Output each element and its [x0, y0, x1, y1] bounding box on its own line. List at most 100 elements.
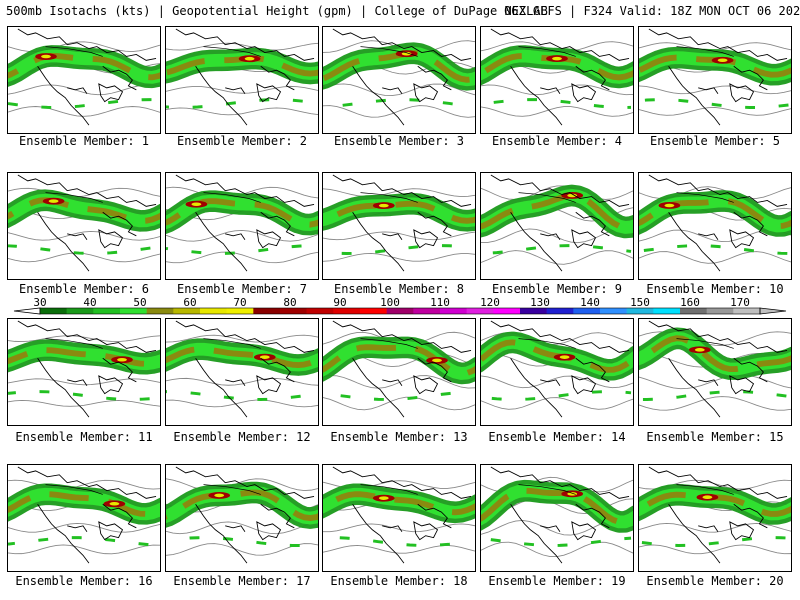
- ensemble-member-label: Ensemble Member: 17: [173, 574, 311, 588]
- coastline: [490, 28, 630, 61]
- coastline: [510, 358, 563, 418]
- coastline: [490, 320, 630, 353]
- ensemble-map-panel: [165, 464, 319, 572]
- ensemble-map-panel: [480, 464, 634, 572]
- jet-max-core: [694, 348, 705, 352]
- subtropical-band: [481, 390, 632, 401]
- jet-max-core: [378, 203, 389, 208]
- jet-max-core: [432, 358, 442, 363]
- coastline: [102, 65, 137, 91]
- coastline: [37, 358, 90, 418]
- ensemble-map-panel: [638, 26, 792, 134]
- colorbar-tick-label: 130: [530, 296, 550, 309]
- subtropical-band: [323, 536, 474, 547]
- coastline: [571, 375, 597, 395]
- coastline: [17, 320, 157, 353]
- ensemble-map-panel: [480, 172, 634, 280]
- coastline: [540, 379, 561, 386]
- coastline: [729, 375, 755, 395]
- ensemble-member-label: Ensemble Member: 5: [649, 134, 781, 148]
- coastline: [698, 87, 719, 94]
- height-contour: [481, 541, 633, 558]
- jet-band-core: [166, 489, 318, 522]
- coastline: [260, 65, 295, 91]
- ensemble-map-panel: [7, 172, 161, 280]
- ensemble-member-label: Ensemble Member: 11: [15, 430, 153, 444]
- coastline: [98, 521, 124, 541]
- colorbar-swatch: [466, 308, 494, 314]
- border-line: [203, 484, 261, 495]
- panel-map-svg: [323, 28, 475, 126]
- jet-max-core: [567, 492, 578, 496]
- colorbar-swatch: [600, 308, 627, 314]
- height-contour: [323, 231, 475, 241]
- coastline: [571, 521, 597, 541]
- colorbar-tick-label: 60: [183, 296, 196, 309]
- coastline: [575, 211, 610, 237]
- coastline: [98, 83, 124, 103]
- colorbar-swatch: [733, 308, 761, 314]
- ensemble-map-panel: [7, 318, 161, 426]
- height-contour: [639, 85, 791, 95]
- height-contour: [8, 378, 160, 386]
- height-contour: [323, 396, 475, 411]
- panel-map-svg: [323, 174, 475, 272]
- coastline: [102, 357, 137, 383]
- coastline: [175, 28, 315, 61]
- subtropical-band: [481, 244, 632, 255]
- panel-map-svg: [481, 320, 633, 418]
- jet-band-mid: [639, 194, 791, 233]
- coastline: [575, 503, 610, 529]
- height-contour: [481, 228, 633, 244]
- subtropical-band: [639, 536, 790, 547]
- height-contour: [8, 400, 160, 407]
- coastline: [490, 174, 630, 207]
- subtropical-band: [8, 98, 159, 109]
- coastline: [195, 504, 248, 564]
- jet-band-mid: [166, 194, 318, 232]
- height-contour: [166, 85, 318, 94]
- panel-map-svg: [639, 28, 791, 126]
- ensemble-member-label: Ensemble Member: 2: [176, 134, 308, 148]
- coastline: [67, 233, 88, 240]
- panel-map-svg: [8, 466, 160, 564]
- coastline: [195, 358, 248, 418]
- panel-map-svg: [8, 28, 160, 126]
- ensemble-member-label: Ensemble Member: 15: [646, 430, 784, 444]
- coastline: [37, 504, 90, 564]
- coastline: [698, 233, 719, 240]
- panel-map-svg: [166, 320, 318, 418]
- colorbar-swatch: [333, 308, 361, 314]
- colorbar-swatch: [360, 308, 387, 314]
- height-contour: [8, 84, 160, 96]
- colorbar-svg: 30 40 50 60 70 80 90 100 110 120 130 140 150 160 170: [13, 296, 787, 315]
- border-line: [203, 46, 261, 57]
- panel-map-svg: [323, 466, 475, 564]
- coastline: [352, 66, 405, 126]
- colorbar-tick-label: 80: [283, 296, 296, 309]
- subtropical-band: [481, 98, 632, 109]
- border-line: [518, 192, 576, 203]
- coastline: [225, 379, 246, 386]
- coastline: [175, 174, 315, 207]
- border-line: [360, 484, 418, 495]
- ensemble-member-label: Ensemble Member: 8: [333, 282, 465, 296]
- coastline: [668, 212, 721, 272]
- border-line: [676, 192, 734, 203]
- subtropical-band: [639, 244, 790, 255]
- coastline: [225, 87, 246, 94]
- coastline: [490, 466, 630, 499]
- coastline: [417, 65, 452, 91]
- jet-max-core: [117, 357, 127, 362]
- subtropical-band: [8, 390, 159, 401]
- panel-map-svg: [166, 174, 318, 272]
- height-contour: [8, 479, 160, 490]
- colorbar-swatch: [493, 308, 521, 314]
- colorbar-swatch: [653, 308, 681, 314]
- panel-map-svg: [8, 320, 160, 418]
- colorbar-swatch: [280, 308, 307, 314]
- coastline: [332, 28, 472, 61]
- coastline: [575, 357, 610, 383]
- ensemble-member-label: Ensemble Member: 6: [18, 282, 150, 296]
- jet-max-core: [48, 199, 59, 203]
